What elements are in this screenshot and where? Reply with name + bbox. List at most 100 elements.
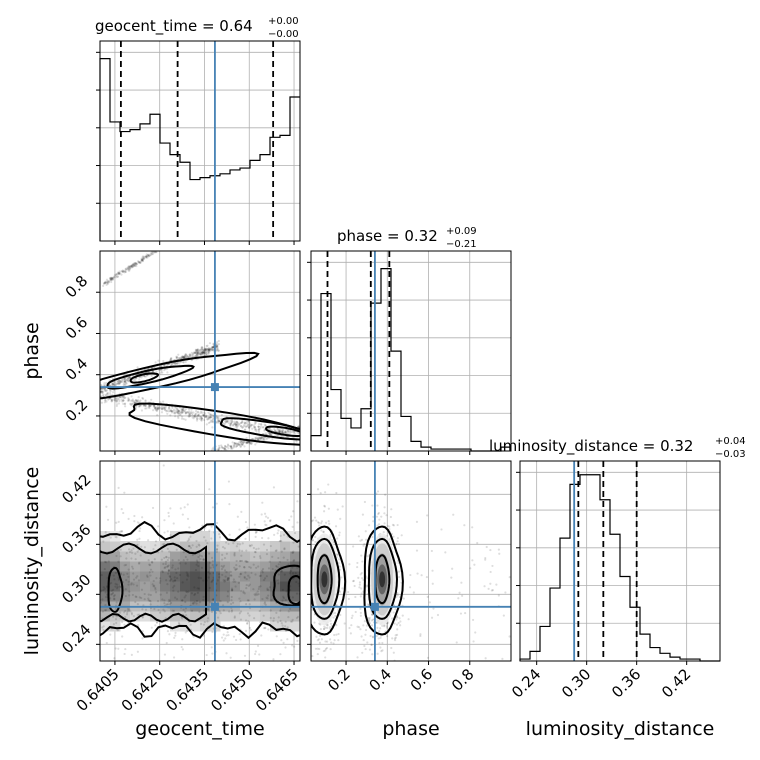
sample-point bbox=[222, 566, 225, 569]
sample-point bbox=[128, 267, 132, 270]
sample-point bbox=[151, 253, 155, 256]
sample-point bbox=[336, 508, 339, 511]
sample-point bbox=[192, 352, 195, 356]
sample-point bbox=[212, 421, 215, 424]
sample-point bbox=[116, 629, 119, 632]
sample-point bbox=[367, 524, 371, 527]
sample-point bbox=[135, 264, 138, 268]
sample-point bbox=[196, 352, 199, 355]
sample-point bbox=[198, 610, 201, 613]
sample-point bbox=[291, 644, 294, 647]
density-cell bbox=[170, 571, 181, 582]
sample-point bbox=[193, 601, 196, 604]
sample-point bbox=[140, 258, 144, 261]
sample-point bbox=[325, 647, 329, 650]
sample-point bbox=[295, 440, 298, 443]
sample-point bbox=[336, 537, 339, 540]
sample-point bbox=[291, 551, 294, 554]
sample-point bbox=[207, 351, 210, 354]
sample-point bbox=[112, 383, 115, 387]
sample-point bbox=[118, 671, 120, 673]
sample-point bbox=[329, 533, 332, 537]
sample-point bbox=[177, 409, 180, 412]
sample-point bbox=[120, 530, 124, 533]
sample-point bbox=[235, 444, 239, 447]
sample-point bbox=[101, 391, 104, 395]
sample-point bbox=[246, 440, 249, 443]
sample-point bbox=[159, 579, 162, 583]
sample-point bbox=[180, 645, 183, 649]
sample-point bbox=[128, 594, 131, 597]
sample-point bbox=[161, 405, 164, 408]
sample-point bbox=[174, 631, 177, 635]
sample-point bbox=[120, 273, 123, 276]
sample-point bbox=[282, 533, 286, 536]
sample-point bbox=[123, 611, 126, 614]
sample-point bbox=[186, 354, 189, 358]
sample-point bbox=[163, 602, 166, 605]
sample-point bbox=[134, 399, 138, 402]
sample-point bbox=[290, 431, 293, 434]
sample-point bbox=[197, 414, 200, 417]
sample-point bbox=[163, 531, 166, 534]
sample-point bbox=[239, 440, 242, 443]
sample-point bbox=[112, 382, 115, 386]
sample-point bbox=[251, 437, 254, 441]
sample-point bbox=[289, 572, 292, 575]
sample-point bbox=[245, 577, 248, 581]
sample-point bbox=[135, 595, 138, 599]
density-cell bbox=[180, 561, 191, 572]
sample-point bbox=[114, 647, 117, 650]
sample-point bbox=[102, 540, 105, 543]
sample-point bbox=[368, 618, 371, 621]
density-cell bbox=[290, 611, 300, 622]
sample-point bbox=[170, 363, 173, 366]
sample-point bbox=[253, 593, 256, 596]
sample-point bbox=[106, 393, 109, 396]
sample-point bbox=[265, 438, 268, 441]
sample-point bbox=[290, 515, 293, 518]
sample-point bbox=[102, 586, 105, 589]
sample-point bbox=[124, 588, 127, 591]
panel-frame bbox=[519, 460, 721, 662]
sample-point bbox=[195, 559, 199, 562]
sample-point bbox=[115, 601, 118, 604]
sample-point bbox=[254, 436, 257, 440]
density-cell bbox=[290, 591, 300, 602]
sample-point bbox=[151, 370, 154, 373]
sample-point bbox=[138, 261, 141, 264]
sample-point bbox=[139, 261, 142, 265]
sample-point bbox=[166, 530, 169, 533]
sample-point bbox=[277, 529, 280, 532]
sample-point bbox=[181, 638, 184, 641]
truth-group bbox=[100, 461, 300, 661]
sample-point bbox=[106, 281, 109, 284]
sample-point bbox=[122, 399, 125, 402]
sample-point bbox=[151, 570, 154, 573]
sample-point bbox=[191, 416, 194, 419]
sample-point bbox=[258, 609, 261, 613]
sample-point bbox=[240, 425, 243, 428]
tick-label-phase-y: 0.2 bbox=[62, 396, 92, 426]
sample-point bbox=[198, 349, 201, 352]
sample-point bbox=[173, 412, 176, 415]
sample-point bbox=[262, 437, 266, 440]
sample-point bbox=[149, 574, 152, 577]
sample-point bbox=[248, 603, 251, 606]
sample-point bbox=[197, 564, 200, 568]
density-cell bbox=[110, 551, 121, 562]
sample-point bbox=[141, 630, 144, 633]
sample-point bbox=[257, 428, 261, 431]
sample-point bbox=[243, 566, 246, 569]
sample-point bbox=[326, 626, 329, 630]
sample-point bbox=[190, 411, 193, 414]
sample-point bbox=[203, 414, 206, 417]
sample-point bbox=[257, 547, 260, 550]
sample-point bbox=[324, 649, 327, 652]
sample-point bbox=[181, 409, 184, 412]
sample-point bbox=[137, 260, 140, 264]
sample-point bbox=[395, 618, 398, 621]
sample-point bbox=[222, 639, 225, 642]
sample-point bbox=[122, 511, 125, 515]
sample-point bbox=[491, 564, 494, 568]
